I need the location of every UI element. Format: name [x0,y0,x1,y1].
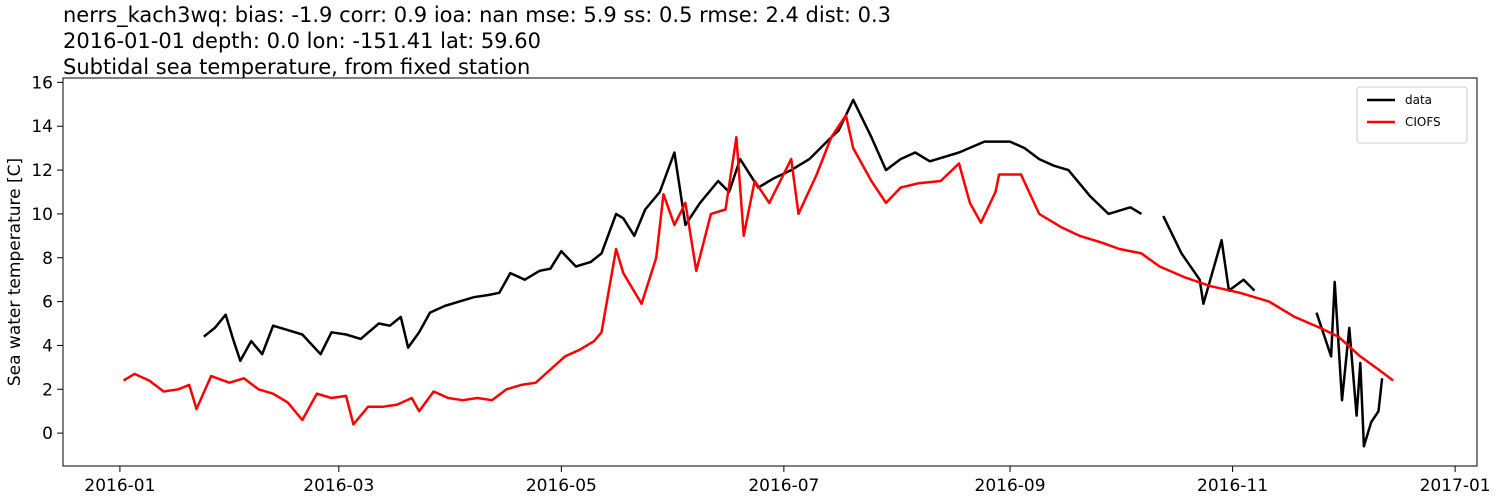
x-tick-label: 2016-05 [526,476,597,496]
legend: data CIOFS [1356,86,1468,144]
x-tick-label: 2016-11 [1197,476,1268,496]
data-line [122,114,1394,426]
x-tick-label: 2016-07 [748,476,819,496]
y-tick-label: 2 [42,380,53,400]
x-tick-label: 2016-01 [84,476,155,496]
chart-title: nerrs_kach3wq: bias: -1.9 corr: 0.9 ioa:… [63,3,891,28]
y-tick-label: 10 [31,205,53,225]
y-tick-label: 6 [42,293,53,313]
y-tick-label: 12 [31,161,53,181]
data-line [203,98,1384,448]
y-axis-label: Sea water temperature [C] [5,158,25,386]
y-tick-label: 16 [31,73,53,93]
legend-label: data [1405,93,1432,107]
x-tick-label: 2016-09 [975,476,1046,496]
y-tick-label: 4 [42,336,53,356]
y-tick-label: 8 [42,249,53,269]
x-tick-label: 2017-01 [1420,476,1491,496]
plot-frame [62,77,1478,467]
x-tick-label: 2016-03 [303,476,374,496]
chart-title: Subtidal sea temperature, from fixed sta… [63,55,530,79]
legend-label: CIOFS [1405,115,1441,129]
chart-title: 2016-01-01 depth: 0.0 lon: -151.41 lat: … [63,29,541,53]
y-tick-label: 0 [42,424,53,444]
y-tick-label: 14 [31,117,53,137]
